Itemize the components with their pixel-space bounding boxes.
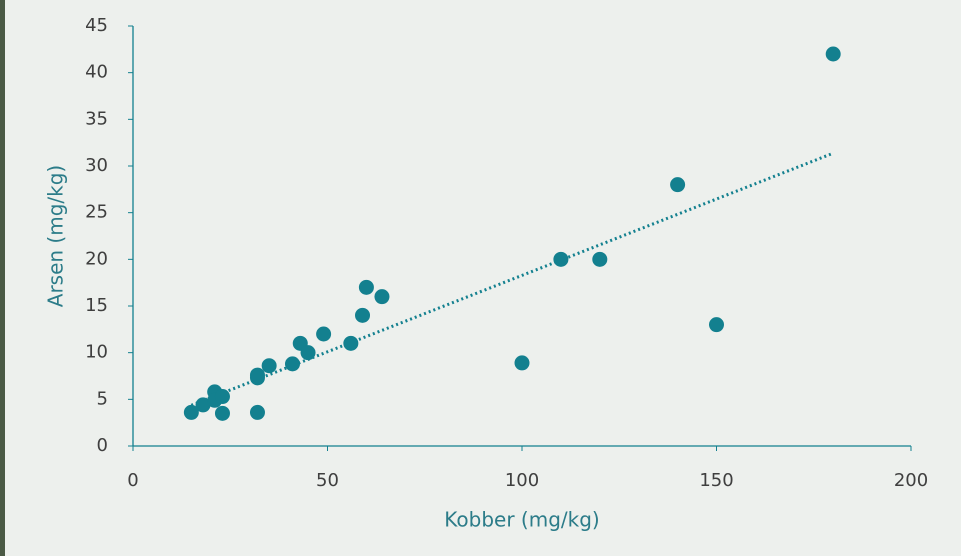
point <box>709 317 724 333</box>
x-tick-label: 50 <box>316 470 339 491</box>
point <box>214 389 230 405</box>
point <box>316 326 332 342</box>
y-tick-label: 15 <box>85 295 108 316</box>
x-tick-label: 200 <box>894 470 928 491</box>
x-tick-label: 150 <box>699 470 733 491</box>
point <box>514 355 530 371</box>
y-tick-label: 10 <box>85 342 108 363</box>
y-tick-label: 25 <box>85 202 108 223</box>
point <box>670 177 686 193</box>
y-tick-label: 20 <box>85 248 108 269</box>
point <box>261 358 277 374</box>
point <box>343 335 359 351</box>
y-tick-label: 5 <box>97 388 108 409</box>
y-tick-label: 35 <box>85 108 108 129</box>
y-tick-label: 40 <box>85 62 108 83</box>
point <box>249 367 265 383</box>
point <box>358 279 374 295</box>
y-tick-label: 0 <box>97 435 108 456</box>
x-tick-label: 0 <box>127 470 138 491</box>
point <box>355 307 371 323</box>
point <box>553 251 569 267</box>
y-tick-label: 30 <box>85 155 108 176</box>
point <box>195 397 211 413</box>
point <box>249 404 265 420</box>
x-axis-title: Kobber (mg/kg) <box>444 508 599 532</box>
point <box>592 251 608 267</box>
photo-edge <box>0 0 5 556</box>
x-tick-label: 100 <box>505 470 539 491</box>
point <box>374 289 390 305</box>
y-axis-title: Arsen (mg/kg) <box>44 165 68 307</box>
y-tick-label: 45 <box>85 15 108 36</box>
point <box>825 46 841 62</box>
point <box>214 405 230 421</box>
point <box>300 345 316 361</box>
point <box>183 404 199 420</box>
point <box>284 356 300 372</box>
